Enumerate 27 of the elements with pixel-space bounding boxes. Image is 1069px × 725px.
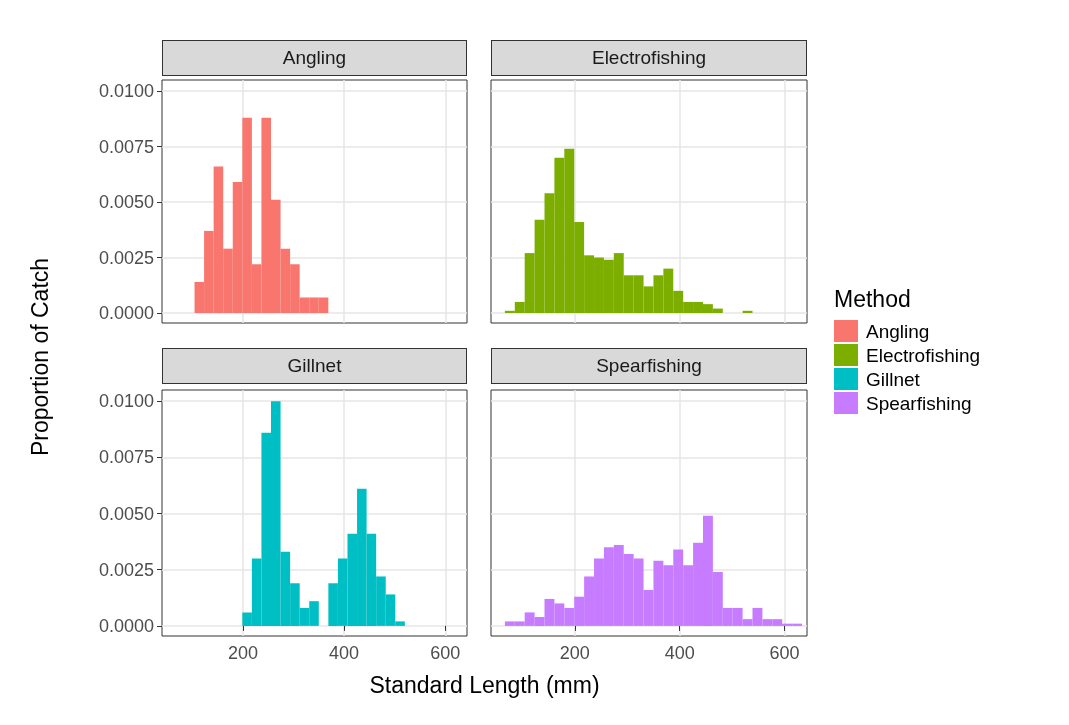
x-tick-label: 200 [559,643,590,663]
y-tick-label: 0.0025 [98,559,154,580]
y-tick-label: 0.0100 [98,81,154,102]
chart-title: Gillnet [162,348,467,384]
x-tick-label: 400 [329,643,360,663]
y-tick-label: 0.0050 [98,503,154,524]
legend-label: Electrofishing [866,344,981,366]
chart-title: Electrofishing [491,40,807,76]
y-tick-label: 0.0075 [98,136,154,157]
y-tick-label: 0.0025 [98,247,154,268]
x-tick-label: 600 [769,643,800,663]
x-tick-label: 400 [664,643,695,663]
y-tick-label: 0.0000 [98,303,154,324]
x-tick-label: 600 [430,643,461,663]
legend-title: Method [834,286,912,313]
x-tick-label: 200 [227,643,258,663]
legend-label: Gillnet [866,368,920,390]
y-tick-label: 0.0075 [98,447,154,468]
y-tick-label: 0.0050 [98,192,154,213]
chart-title: Angling [162,40,467,76]
chart-title: Spearfishing [491,348,807,384]
legend-label: Angling [866,320,930,342]
x-axis-title: Standard Length (mm) [368,672,601,699]
legend-label: Spearfishing [866,392,972,414]
y-tick-label: 0.0000 [98,615,154,636]
y-tick-label: 0.0100 [98,391,154,412]
y-axis-title: Proportion of Catch [26,257,54,457]
